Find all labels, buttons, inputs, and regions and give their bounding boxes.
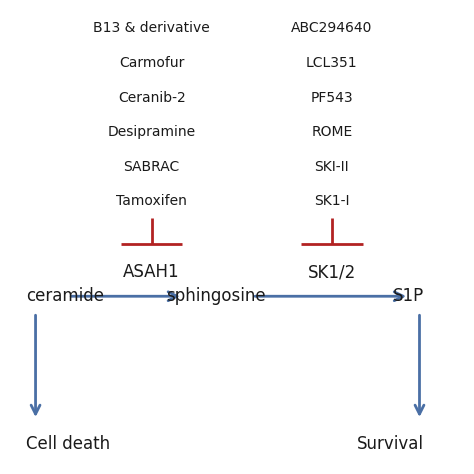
Text: SK1/2: SK1/2 [308, 263, 356, 281]
Text: sphingosine: sphingosine [166, 287, 265, 305]
Text: ceramide: ceramide [26, 287, 104, 305]
Text: Ceranib-2: Ceranib-2 [118, 91, 185, 105]
Text: ABC294640: ABC294640 [291, 21, 373, 36]
Text: Carmofur: Carmofur [119, 56, 184, 70]
Text: B13 & derivative: B13 & derivative [93, 21, 210, 36]
Text: ASAH1: ASAH1 [123, 263, 180, 281]
Text: Tamoxifen: Tamoxifen [116, 194, 187, 209]
Text: Desipramine: Desipramine [108, 125, 196, 139]
Text: SKI-II: SKI-II [314, 160, 349, 174]
Text: ROME: ROME [311, 125, 353, 139]
Text: Survival: Survival [357, 435, 424, 453]
Text: SK1-I: SK1-I [314, 194, 349, 209]
Text: Cell death: Cell death [26, 435, 110, 453]
Text: LCL351: LCL351 [306, 56, 357, 70]
Text: SABRAC: SABRAC [124, 160, 180, 174]
Text: PF543: PF543 [310, 91, 353, 105]
Text: S1P: S1P [393, 287, 424, 305]
